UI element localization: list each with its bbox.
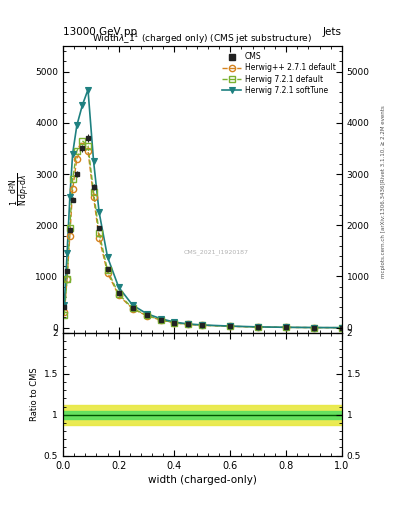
Bar — [63, 411, 342, 419]
Text: Rivet 3.1.10, ≥ 2.2M events: Rivet 3.1.10, ≥ 2.2M events — [381, 105, 386, 182]
X-axis label: width (charged-only): width (charged-only) — [148, 475, 257, 485]
Legend: CMS, Herwig++ 2.7.1 default, Herwig 7.2.1 default, Herwig 7.2.1 softTune: CMS, Herwig++ 2.7.1 default, Herwig 7.2.… — [220, 50, 338, 97]
Y-axis label: Ratio to CMS: Ratio to CMS — [31, 368, 39, 421]
Bar — [63, 405, 342, 424]
Text: CMS_2021_I1920187: CMS_2021_I1920187 — [184, 250, 249, 255]
Text: 13000 GeV pp: 13000 GeV pp — [63, 27, 137, 37]
Title: Width$\lambda\_1^1$ (charged only) (CMS jet substructure): Width$\lambda\_1^1$ (charged only) (CMS … — [92, 32, 312, 46]
Y-axis label: $\frac{1}{\mathrm{N}}\frac{\mathrm{d}^2\mathrm{N}}{\mathrm{d}p_T\,\mathrm{d}\lam: $\frac{1}{\mathrm{N}}\frac{\mathrm{d}^2\… — [8, 173, 31, 206]
Text: mcplots.cern.ch [arXiv:1306.3436]: mcplots.cern.ch [arXiv:1306.3436] — [381, 183, 386, 278]
Text: Jets: Jets — [323, 27, 342, 37]
